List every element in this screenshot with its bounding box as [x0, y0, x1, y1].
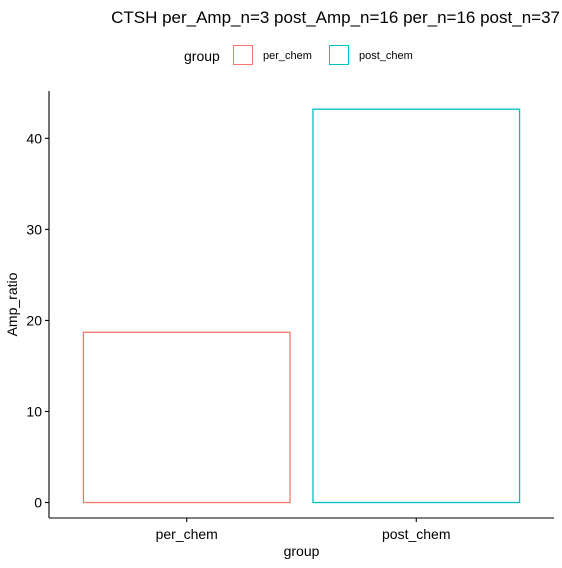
legend-key-per-chem: [233, 45, 253, 65]
x-axis-title: group: [284, 543, 320, 559]
legend-title: group: [184, 48, 220, 64]
y-tick-label: 0: [34, 495, 42, 511]
y-axis-title: Amp_ratio: [4, 272, 20, 336]
x-tick-label: post_chem: [382, 526, 450, 542]
y-tick-label: 40: [26, 130, 42, 146]
bar-per-chem: [82, 331, 291, 504]
y-tick-label: 30: [26, 221, 42, 237]
y-tick-label: 10: [26, 403, 42, 419]
legend-label-per-chem: per_chem: [263, 50, 312, 62]
bar-post-chem: [312, 108, 521, 504]
chart-title: CTSH per_Amp_n=3 post_Amp_n=16 per_n=16 …: [111, 8, 560, 27]
legend-label-post-chem: post_chem: [359, 50, 413, 62]
legend-key-post-chem: [329, 45, 349, 65]
y-tick-label: 20: [26, 312, 42, 328]
x-tick-label: per_chem: [156, 526, 218, 542]
legend: group per_chem post_chem: [0, 44, 562, 68]
